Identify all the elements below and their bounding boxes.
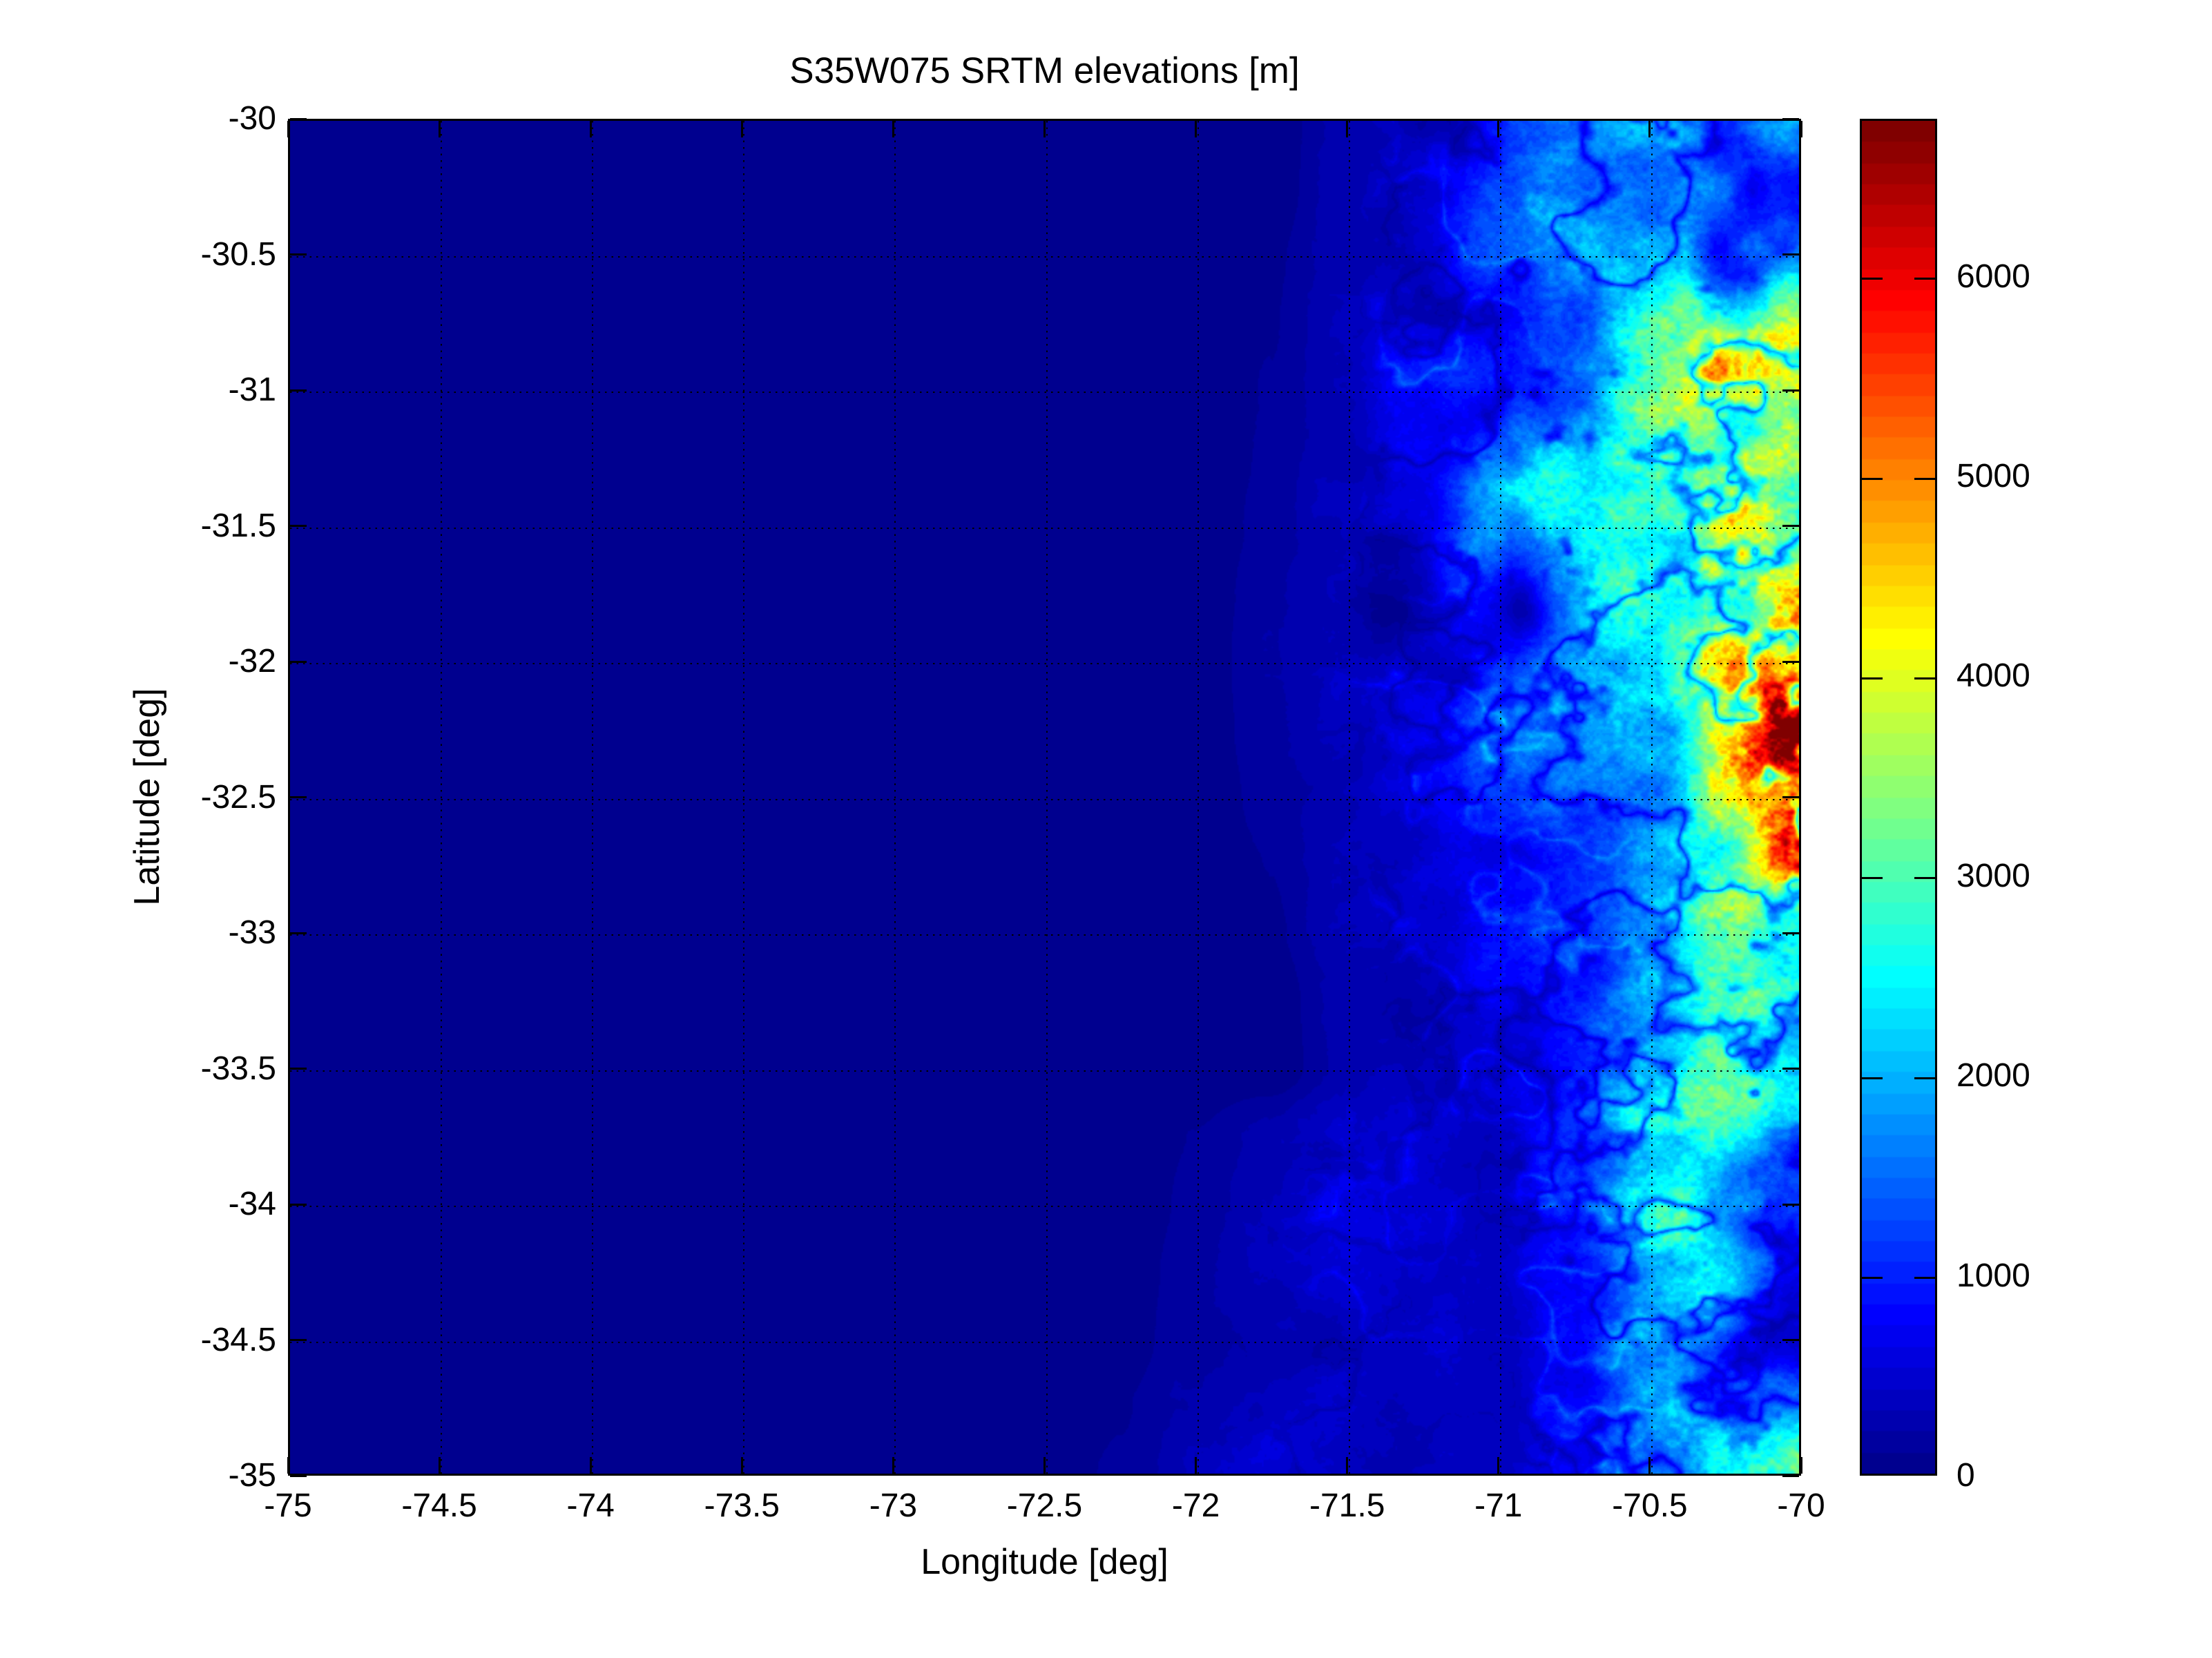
x-tick-label: -73 (869, 1487, 918, 1524)
x-tick-bottom (1800, 1457, 1802, 1474)
x-tick-label: -70.5 (1612, 1487, 1688, 1524)
colorbar-tick-label: 5000 (1956, 458, 2030, 495)
colorbar-tick-label: 6000 (1956, 258, 2030, 295)
colorbar-tick-label: 1000 (1956, 1257, 2030, 1294)
plot-title: S35W075 SRTM elevations [m] (789, 50, 1300, 91)
y-tick-label: -35 (228, 1457, 276, 1494)
colorbar-tick-right (1914, 1474, 1935, 1476)
y-axis-label: Latitude [deg] (127, 688, 167, 906)
x-tick-label: -75 (264, 1487, 312, 1524)
x-tick-label: -70 (1777, 1487, 1825, 1524)
y-tick-label: -30.5 (200, 235, 276, 273)
x-tick-top (1800, 121, 1802, 137)
colorbar (1860, 119, 1937, 1476)
y-tick-label: -33.5 (200, 1050, 276, 1087)
map-axes (287, 117, 1802, 1477)
x-tick-label: -71 (1474, 1487, 1523, 1524)
y-tick-label: -34 (228, 1186, 276, 1222)
x-tick-label: -72.5 (1006, 1487, 1083, 1524)
colorbar-tick-label: 2000 (1956, 1057, 2030, 1095)
colorbar-tick-label: 0 (1956, 1457, 1975, 1494)
elevation-heatmap-canvas (290, 121, 1799, 1474)
y-tick-label: -31.5 (200, 507, 276, 544)
colorbar-gradient-canvas (1862, 121, 1935, 1474)
y-tick-label: -33 (228, 914, 276, 951)
x-tick-label: -72 (1171, 1487, 1220, 1524)
y-tick-label: -32.5 (200, 778, 276, 816)
x-tick-label: -71.5 (1309, 1487, 1385, 1524)
y-tick-right (1782, 1474, 1799, 1477)
y-tick-label: -31 (228, 372, 276, 408)
x-axis-label: Longitude [deg] (921, 1542, 1168, 1582)
y-tick-left (290, 117, 307, 120)
x-tick-label: -74.5 (401, 1487, 477, 1524)
x-tick-bottom (287, 1457, 289, 1474)
colorbar-tick-label: 4000 (1956, 657, 2030, 695)
x-tick-label: -73.5 (704, 1487, 780, 1524)
colorbar-tick-left (1862, 1474, 1883, 1476)
y-tick-left (290, 1474, 307, 1477)
y-tick-label: -34.5 (200, 1321, 276, 1358)
colorbar-tick-label: 3000 (1956, 857, 2030, 894)
x-tick-top (287, 121, 289, 137)
y-tick-label: -32 (228, 643, 276, 679)
y-tick-label: -30 (228, 100, 276, 137)
y-tick-right (1782, 117, 1799, 120)
x-tick-label: -74 (566, 1487, 615, 1524)
